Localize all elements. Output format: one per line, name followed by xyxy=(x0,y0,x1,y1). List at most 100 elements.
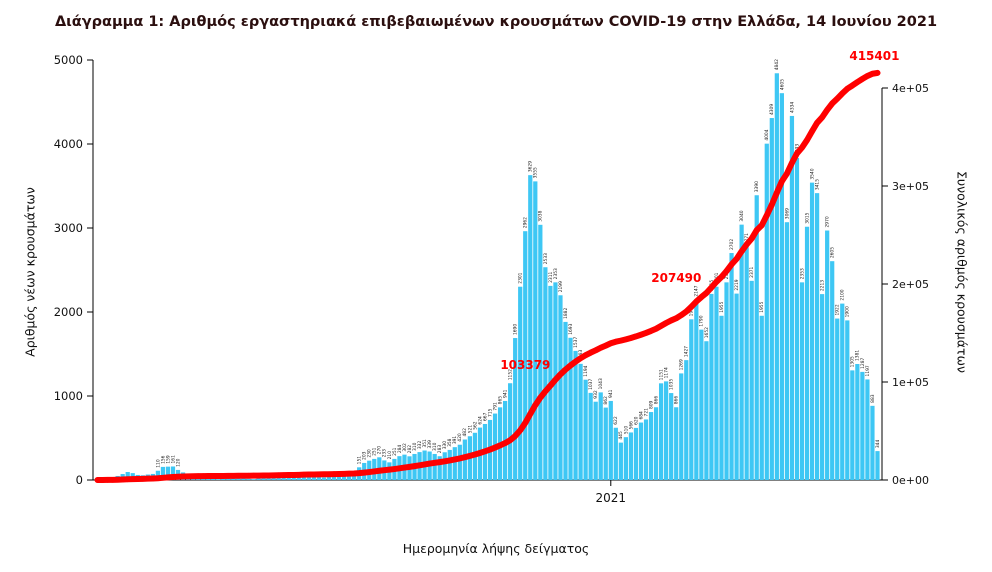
cumulative-line-dot xyxy=(250,472,257,479)
bar-value-label: 1913 xyxy=(689,305,695,316)
cumulative-line-dot xyxy=(306,471,312,478)
daily-cases-bar xyxy=(850,370,855,480)
daily-cases-bar xyxy=(432,453,437,480)
daily-cases-bar xyxy=(664,381,669,480)
daily-cases-bar xyxy=(251,479,256,480)
daily-cases-bar xyxy=(452,447,457,480)
cumulative-line-dot xyxy=(708,284,715,291)
bar-value-label: 624 xyxy=(477,416,483,425)
daily-cases-bar xyxy=(593,401,598,480)
daily-cases-bar xyxy=(331,476,337,480)
daily-cases-bar xyxy=(563,321,568,480)
cumulative-annotation: 103379 xyxy=(500,358,550,372)
daily-cases-bar xyxy=(860,371,865,480)
bar-value-label: 210 xyxy=(387,451,393,460)
daily-cases-bar xyxy=(875,451,880,480)
daily-cases-bar xyxy=(573,350,578,480)
daily-cases-bar xyxy=(588,392,593,480)
daily-cases-bar xyxy=(281,477,286,480)
cumulative-line-dot xyxy=(195,473,201,479)
cumulative-line-dot xyxy=(210,473,217,479)
bar-value-label: 4309 xyxy=(769,104,775,115)
bar-value-label: 566 xyxy=(628,421,634,430)
bar-value-label: 941 xyxy=(608,389,614,398)
cumulative-line-dot xyxy=(401,464,408,471)
daily-cases-bar xyxy=(568,337,573,480)
cumulative-line-dot xyxy=(618,337,624,344)
cumulative-line-dot xyxy=(693,298,700,305)
cumulative-line-dot xyxy=(638,331,644,338)
cumulative-line-dot xyxy=(723,268,730,274)
bar-value-label: 862 xyxy=(603,396,609,405)
cumulative-line-dot xyxy=(185,473,191,480)
bar-value-label: 2147 xyxy=(694,285,700,296)
bar-value-label: 270 xyxy=(377,446,383,455)
cumulative-line-dot xyxy=(280,472,287,478)
bar-value-label: 620 xyxy=(633,416,639,425)
cumulative-line-dot xyxy=(552,376,559,383)
cumulative-line-dot xyxy=(457,455,463,462)
cumulative-line-dot xyxy=(331,471,337,477)
bar-value-label: 2311 xyxy=(548,271,554,282)
cumulative-line-dot xyxy=(145,475,151,482)
bar-value-label: 251 xyxy=(372,447,378,456)
cumulative-line-dot xyxy=(683,308,690,315)
bar-value-label: 1693 xyxy=(568,323,574,334)
bar-value-label: 120 xyxy=(175,458,181,467)
daily-cases-bar xyxy=(578,363,583,480)
bar-value-label: 865 xyxy=(497,396,503,405)
cumulative-line-dot xyxy=(356,470,362,476)
daily-cases-bar xyxy=(608,400,613,480)
cumulative-line-dot xyxy=(321,471,327,478)
daily-cases-bar xyxy=(679,373,684,480)
cumulative-line-dot xyxy=(628,335,634,341)
cumulative-line-dot xyxy=(341,471,347,477)
cumulative-line-dot xyxy=(572,358,579,365)
cumulative-line-dot xyxy=(743,241,750,248)
cumulative-line-dot xyxy=(472,451,478,458)
daily-cases-bar xyxy=(814,193,820,480)
cumulative-line-dot xyxy=(134,476,141,482)
cumulative-line-dot xyxy=(874,70,881,76)
bar-value-label: 2371 xyxy=(749,266,755,277)
bar-value-label: 339 xyxy=(427,440,433,449)
bar-value-label: 3415 xyxy=(814,179,820,190)
cumulative-line-dot xyxy=(295,472,302,478)
daily-cases-bar xyxy=(749,280,754,480)
daily-cases-bar xyxy=(442,452,447,480)
cumulative-line-dot xyxy=(784,170,790,177)
bar-value-label: 159 xyxy=(165,455,171,464)
bar-value-label: 2970 xyxy=(825,216,831,227)
daily-cases-bar xyxy=(352,474,357,480)
cumulative-line-dot xyxy=(698,294,705,300)
bar-value-label: 282 xyxy=(407,445,413,454)
bar-value-label: 482 xyxy=(462,428,468,437)
cumulative-line-dot xyxy=(265,472,272,479)
cumulative-line-dot xyxy=(205,473,212,479)
cumulative-line-dot xyxy=(270,472,277,479)
bar-value-label: 284 xyxy=(397,445,403,454)
cumulative-line-dot xyxy=(844,85,851,92)
cumulative-line-dot xyxy=(396,465,403,472)
bar-value-label: 251 xyxy=(392,447,398,456)
bar-value-label: 932 xyxy=(593,390,599,399)
bar-value-label: 330 xyxy=(442,441,448,450)
bar-value-label: 310 xyxy=(432,442,438,451)
cumulative-line-dot xyxy=(854,79,861,85)
daily-cases-bar xyxy=(457,444,462,480)
daily-cases-bar xyxy=(653,407,659,480)
cumulative-line-dot xyxy=(386,466,393,473)
cumulative-line-dot xyxy=(391,466,398,472)
cumulative-line-dot xyxy=(819,114,825,121)
cumulative-line-dot xyxy=(351,470,357,477)
cumulative-line-dot xyxy=(431,460,438,466)
right-tick-label: 4e+05 xyxy=(892,82,929,95)
bar-value-label: 1152 xyxy=(508,369,514,380)
bar-value-label: 1790 xyxy=(699,315,705,326)
daily-cases-bar xyxy=(719,315,724,480)
daily-cases-bar xyxy=(528,175,533,480)
cumulative-line-dot xyxy=(738,248,745,255)
bar-value-label: 4004 xyxy=(764,129,770,140)
cumulative-line-dot xyxy=(124,476,131,483)
bar-value-label: 883 xyxy=(870,394,876,403)
